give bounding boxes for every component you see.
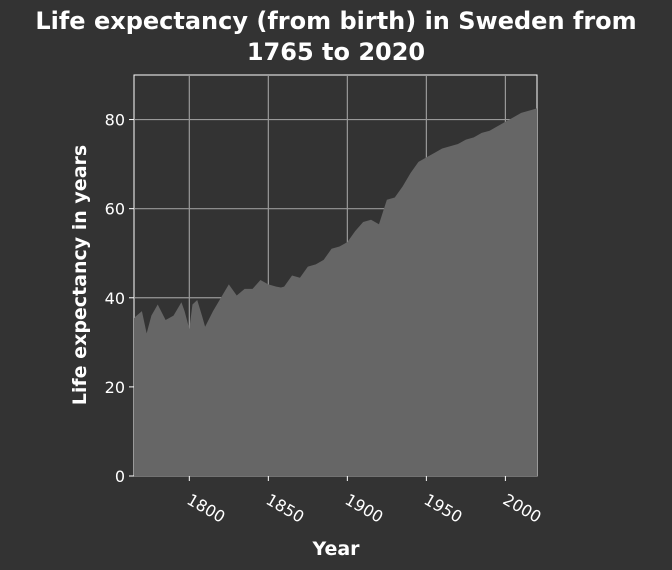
y-tick-label-40: 40 — [105, 289, 125, 308]
y-tick-label-60: 60 — [105, 200, 125, 219]
chart-title-line-2: 1765 to 2020 — [246, 38, 426, 66]
x-tick-label-1850: 1850 — [263, 490, 308, 527]
x-tick-label-1900: 1900 — [342, 490, 387, 527]
chart-title-line-1: Life expectancy (from birth) in Sweden f… — [35, 7, 637, 35]
y-tick-label-20: 20 — [105, 378, 125, 397]
chart-title: Life expectancy (from birth) in Sweden f… — [0, 6, 672, 68]
y-axis-label: Life expectancy in years — [69, 145, 91, 405]
x-tick-label-1800: 1800 — [184, 490, 229, 527]
x-axis-label: Year — [311, 538, 360, 560]
y-tick-label-80: 80 — [105, 111, 125, 130]
x-tick-label-2000: 2000 — [500, 490, 545, 527]
y-tick-label-0: 0 — [115, 467, 125, 486]
life-expectancy-area — [134, 108, 537, 477]
x-tick-label-1950: 1950 — [421, 490, 466, 527]
